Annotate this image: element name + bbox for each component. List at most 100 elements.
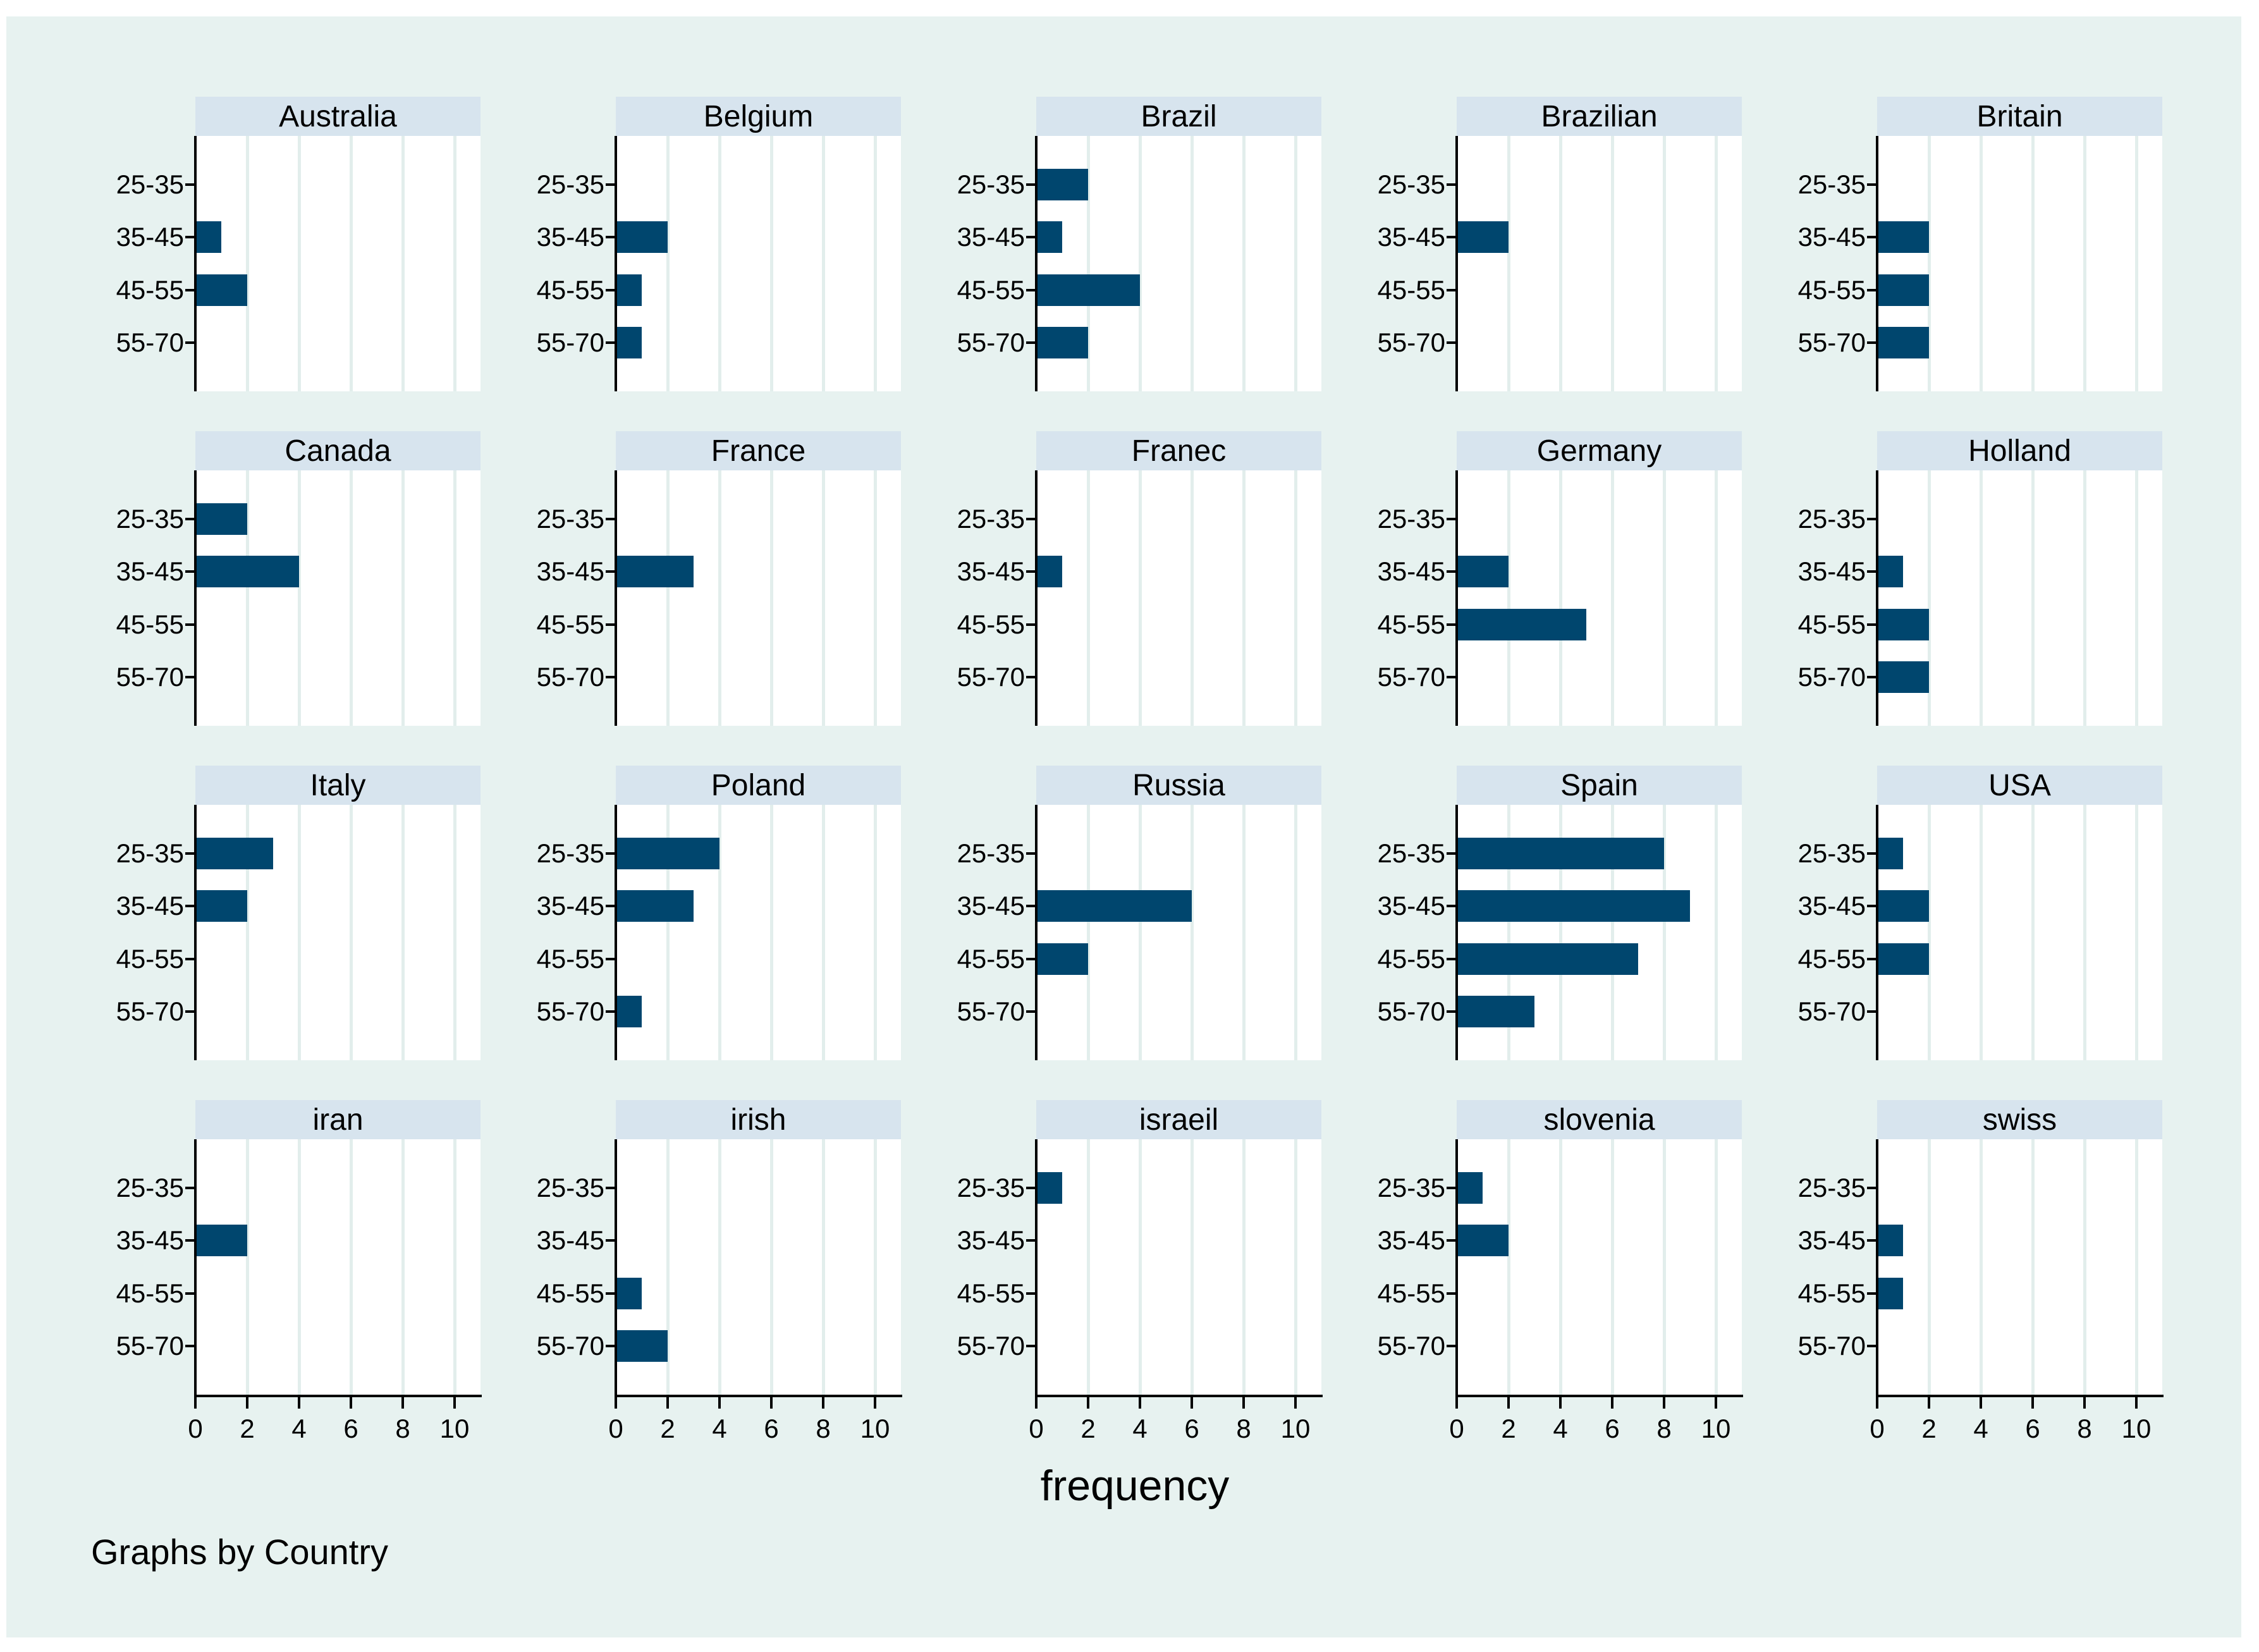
x-tick [822,1397,824,1409]
y-tick [1026,570,1035,573]
y-axis-line [194,470,197,726]
category-label: 55-70 [1797,327,1866,357]
gridline [1087,136,1090,391]
category-label: 35-45 [116,222,184,252]
gridline [874,805,877,1060]
x-tick-label: 10 [1280,1414,1311,1443]
gridline [2135,1139,2138,1395]
gridline [1611,1139,1614,1395]
bar-35-45 [1877,1225,1903,1256]
y-tick [1026,518,1035,520]
x-tick-label: 6 [764,1414,779,1443]
y-tick [185,518,194,520]
gridline [350,470,353,726]
y-axis-line [1035,1139,1038,1395]
panel-header-band: Australia [195,97,481,136]
bar-35-45 [616,890,694,922]
gridline [1242,136,1246,391]
y-axis-line [1455,470,1458,726]
category-label: 45-55 [1377,275,1445,305]
x-tick-label: 2 [660,1414,675,1443]
x-tick [770,1397,773,1409]
y-tick [1447,623,1455,626]
category-label: 45-55 [1797,1278,1866,1308]
y-tick [1867,236,1876,238]
category-label: 35-45 [957,222,1025,252]
gridline [1559,470,1562,726]
gridline [1663,805,1666,1060]
y-tick [1447,1187,1455,1189]
bar-25-35 [195,838,273,869]
gridline [666,1139,670,1395]
y-axis-line [194,1139,197,1395]
x-tick-label: 4 [291,1414,307,1443]
y-tick [606,623,615,626]
category-label: 25-35 [1797,504,1866,534]
x-tick [1242,1397,1245,1409]
y-tick [185,1239,194,1242]
y-tick [1447,1010,1455,1013]
x-tick-label: 8 [395,1414,410,1443]
country-panel-italy: Italy 25-35 35-45 45-55 55-70 [50,766,481,1060]
category-label: 25-35 [1377,838,1445,868]
bar-35-45 [1877,556,1903,587]
bar-35-45 [616,556,694,587]
y-tick [1026,236,1035,238]
bar-55-70 [1036,327,1088,358]
plot-area [606,805,901,1060]
category-label: 55-70 [957,1331,1025,1361]
y-tick [1447,1239,1455,1242]
category-label: 35-45 [536,222,604,252]
gridline [2083,136,2086,391]
category-label: 55-70 [1377,662,1445,692]
gridline [2083,470,2086,726]
y-axis-line [1035,805,1038,1060]
y-tick [606,236,615,238]
gridline [1507,1139,1510,1395]
panel-title: USA [1988,768,2051,802]
category-label: 25-35 [957,838,1025,868]
bar-45-55 [1457,943,1638,975]
gridline [1191,1139,1194,1395]
y-tick [1026,1187,1035,1189]
gridline [874,470,877,726]
x-tick-label: 4 [1132,1414,1148,1443]
y-tick [185,1292,194,1295]
category-label: 55-70 [1377,1331,1445,1361]
gridline [1928,470,1931,726]
category-label: 45-55 [1377,1278,1445,1308]
y-tick [1867,341,1876,344]
y-tick [606,676,615,678]
bar-55-70 [1457,996,1534,1027]
gridline [1294,136,1297,391]
panel-header-band: Germany [1457,431,1742,470]
bar-25-35 [1457,838,1664,869]
x-tick [1611,1397,1613,1409]
category-label: 25-35 [1377,504,1445,534]
panel-header-band: Italy [195,766,481,805]
x-tick-label: 8 [816,1414,831,1443]
gridline [246,1139,249,1395]
country-panel-france: France 25-35 35-45 45-55 55-70 [470,431,901,726]
gridline [246,470,249,726]
y-tick [1026,289,1035,291]
bar-55-70 [616,327,642,358]
gridline [350,1139,353,1395]
y-tick [185,236,194,238]
category-label: 35-45 [957,556,1025,586]
panel-title: Canada [285,434,391,468]
y-tick [1867,518,1876,520]
category-label: 35-45 [116,891,184,921]
y-tick [1867,905,1876,907]
y-tick [1447,341,1455,344]
gridline [770,1139,773,1395]
x-tick [1294,1397,1297,1409]
panel-header-band: slovenia [1457,1100,1742,1139]
category-label: 45-55 [116,1278,184,1308]
x-tick-label: 2 [1501,1414,1516,1443]
category-label: 45-55 [116,609,184,639]
y-tick [1026,1010,1035,1013]
panel-title: Franec [1131,434,1227,468]
category-label: 25-35 [1797,838,1866,868]
panel-header-band: iran [195,1100,481,1139]
